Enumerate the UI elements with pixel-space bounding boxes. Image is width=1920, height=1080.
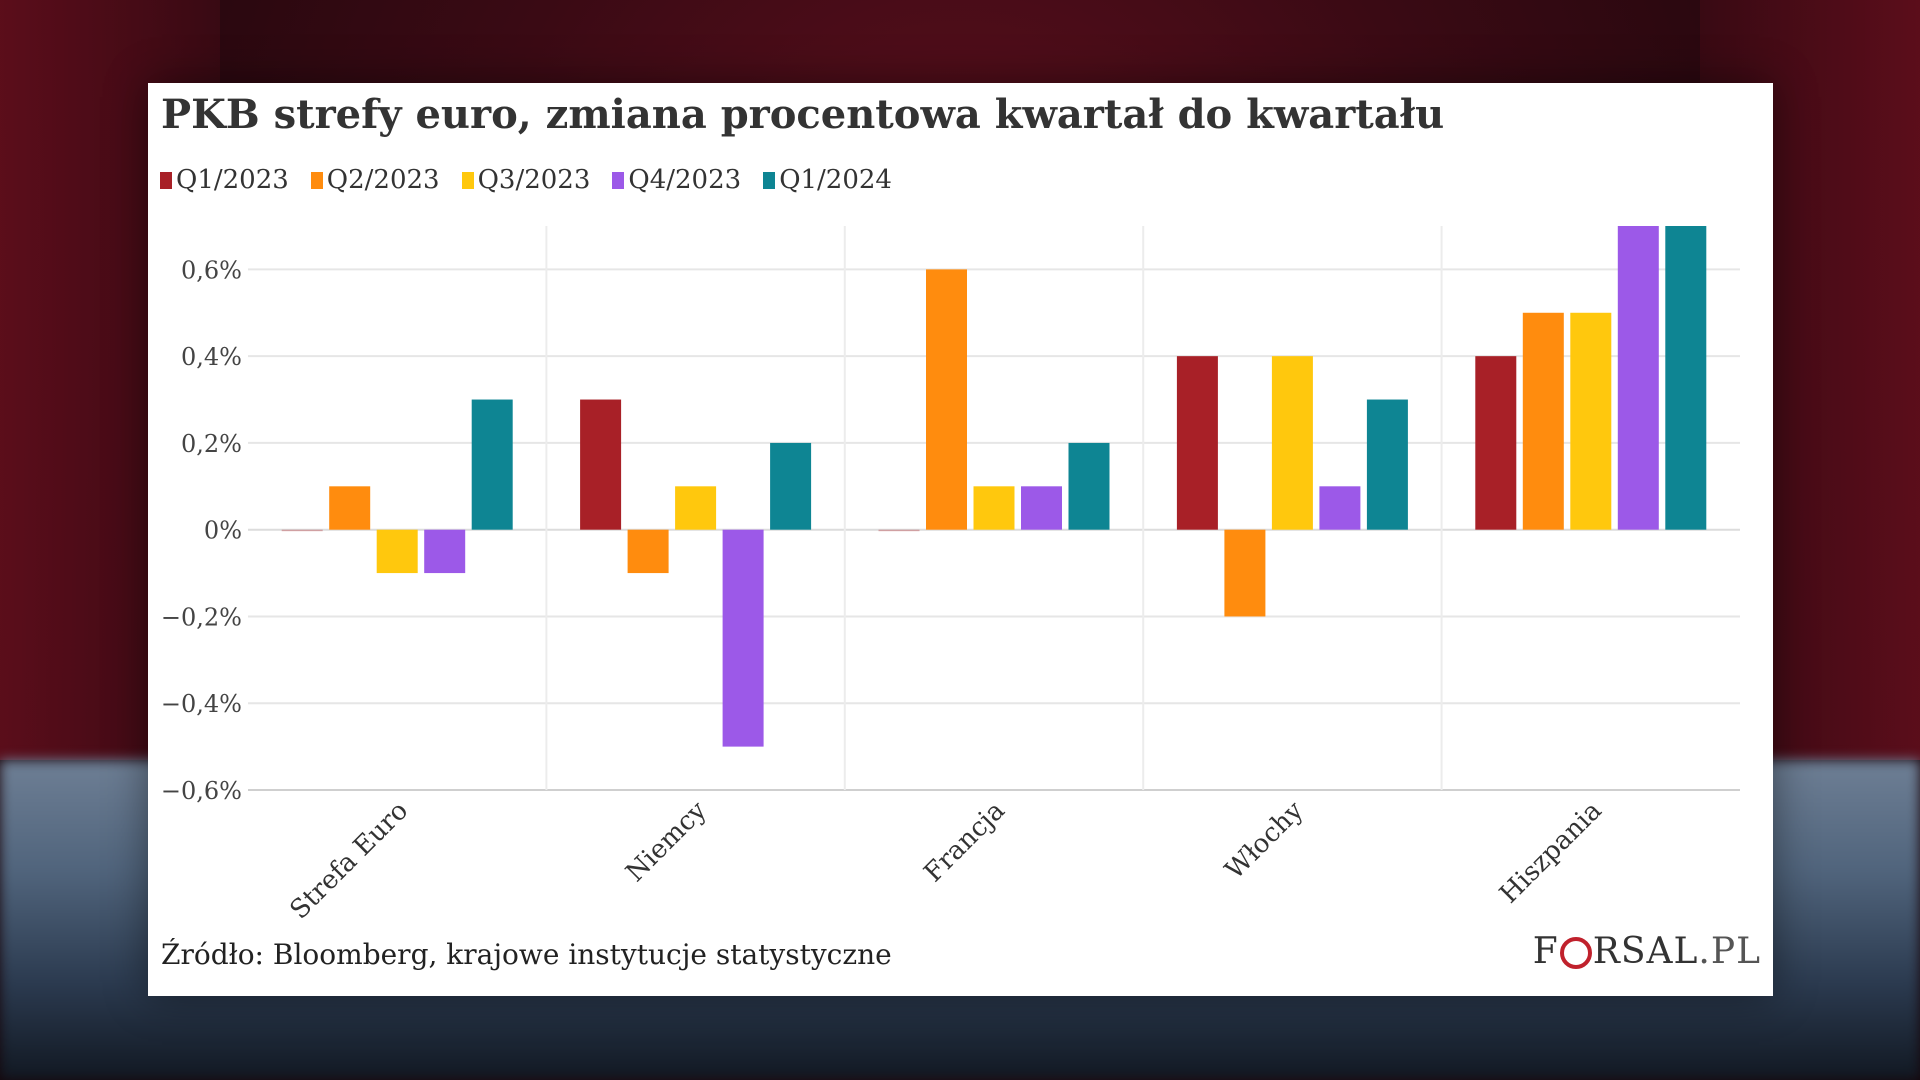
bar-chart: 0,6% 0,4% 0,2% 0% −0,2% −0,4% −0,6% Strefa Euro…	[161, 226, 1740, 926]
y-tick-label: −0,6%	[161, 777, 242, 805]
x-tick-label: Włochy	[1220, 796, 1310, 886]
y-tick-label: 0%	[204, 517, 242, 545]
x-tick-label: Niemcy	[620, 796, 712, 888]
legend-label: Q2/2023	[326, 165, 440, 195]
bar	[1224, 529, 1266, 617]
bar	[580, 399, 622, 530]
legend-label: Q1/2024	[779, 165, 892, 195]
y-tick-label: 0,2%	[181, 430, 242, 458]
forsal-logo: F RSAL .PL	[1533, 931, 1761, 972]
x-tick-label: Francja	[918, 796, 1011, 889]
bar	[1271, 356, 1313, 530]
bar	[973, 486, 1015, 530]
chart-legend: Q1/2023 Q2/2023 Q3/2023 Q4/2023 Q1/2024	[160, 165, 892, 195]
bar	[376, 529, 418, 574]
legend-item: Q1/2023	[160, 165, 289, 195]
logo-text-pl: .PL	[1698, 931, 1761, 972]
bar	[675, 486, 717, 530]
legend-swatch	[612, 171, 625, 189]
bar	[1319, 486, 1361, 530]
logo-text-f: F	[1532, 931, 1559, 972]
y-tick-label: 0,4%	[181, 343, 242, 371]
y-tick-label: −0,4%	[161, 690, 242, 718]
legend-item: Q2/2023	[310, 165, 440, 195]
bar	[1021, 486, 1062, 530]
bar	[722, 529, 764, 747]
y-tick-label: −0,2%	[161, 603, 242, 631]
bar	[1475, 356, 1517, 530]
bar	[1068, 442, 1110, 530]
bar	[627, 529, 669, 574]
bar	[926, 269, 967, 530]
bar	[878, 529, 920, 532]
bar	[329, 486, 371, 530]
bar	[1665, 226, 1707, 530]
legend-swatch	[310, 171, 323, 189]
legend-label: Q4/2023	[628, 165, 742, 195]
bar	[1366, 399, 1408, 530]
bar	[424, 529, 466, 574]
x-tick-label: Hiszpania	[1494, 796, 1608, 910]
legend-label: Q1/2023	[176, 165, 289, 195]
bar	[1522, 312, 1564, 530]
bar	[1617, 226, 1659, 530]
x-tick-label: Strefa Euro	[285, 796, 415, 926]
legend-swatch	[160, 171, 172, 189]
logo-text-rsal: RSAL	[1592, 931, 1699, 972]
bar	[1570, 312, 1612, 530]
chart-title: PKB strefy euro, zmiana procentowa kwart…	[161, 91, 1445, 138]
chart-card: PKB strefy euro, zmiana procentowa kwart…	[148, 83, 1773, 996]
bar	[471, 399, 513, 530]
legend-swatch	[763, 171, 776, 189]
legend-item: Q4/2023	[612, 165, 741, 195]
legend-item: Q1/2024	[763, 165, 892, 195]
y-tick-label: 0,6%	[181, 256, 242, 284]
bar	[1176, 356, 1218, 530]
logo-chart-icon	[1559, 936, 1592, 969]
bar	[770, 442, 812, 530]
source-note: Źródło: Bloomberg, krajowe instytucje st…	[161, 938, 892, 971]
legend-item: Q3/2023	[461, 165, 591, 195]
legend-swatch	[461, 171, 474, 189]
bar	[281, 529, 323, 532]
legend-label: Q3/2023	[477, 165, 591, 195]
